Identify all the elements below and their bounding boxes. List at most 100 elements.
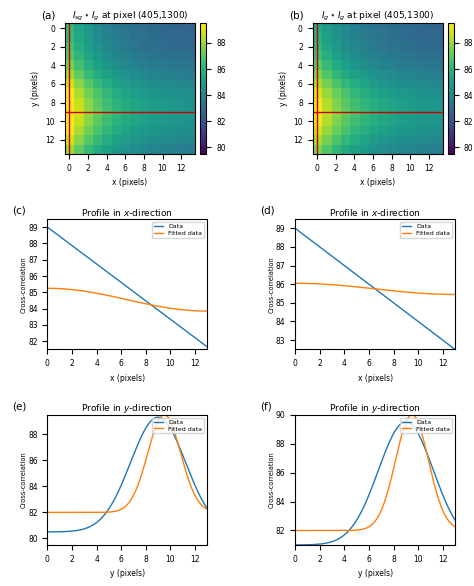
Fitted data	[179, 306, 185, 314]
Fitted data	[438, 502, 444, 509]
Fitted data	[139, 469, 145, 476]
Fitted data	[409, 411, 415, 418]
Fitted data	[45, 285, 51, 292]
X-axis label: x (pixels): x (pixels)	[112, 178, 147, 187]
Legend: Data, Fitted data: Data, Fitted data	[152, 418, 204, 434]
Data	[142, 425, 148, 432]
Data	[45, 224, 50, 231]
Text: (b): (b)	[289, 10, 304, 21]
Data	[179, 325, 185, 332]
Title: Profile in $x$-direction: Profile in $x$-direction	[329, 207, 421, 218]
Fitted data	[190, 488, 196, 495]
Line: Data: Data	[295, 422, 455, 545]
Data	[403, 418, 409, 425]
Y-axis label: Cross-correlation: Cross-correlation	[21, 451, 27, 508]
Fitted data	[293, 280, 299, 287]
X-axis label: y (pixels): y (pixels)	[357, 569, 392, 578]
Data	[390, 431, 396, 438]
Fitted data	[388, 287, 393, 294]
X-axis label: x (pixels): x (pixels)	[360, 178, 395, 187]
Data	[452, 517, 458, 524]
Data	[387, 297, 392, 304]
Line: Data: Data	[47, 227, 207, 347]
Fitted data	[292, 527, 298, 534]
Fitted data	[45, 509, 51, 516]
Data	[387, 438, 392, 445]
Title: Profile in $y$-direction: Profile in $y$-direction	[329, 401, 421, 415]
Y-axis label: Cross-correlation: Cross-correlation	[268, 451, 274, 508]
Data	[390, 299, 396, 306]
Text: (f): (f)	[260, 401, 272, 411]
Fitted data	[293, 527, 299, 534]
Y-axis label: Cross-correlation: Cross-correlation	[21, 256, 27, 312]
Title: Profile in $x$-direction: Profile in $x$-direction	[82, 207, 173, 218]
Data	[142, 297, 148, 304]
Fitted data	[390, 287, 396, 294]
Legend: Data, Fitted data: Data, Fitted data	[400, 418, 452, 434]
Data	[427, 327, 433, 334]
Data	[140, 431, 146, 438]
Fitted data	[428, 465, 433, 472]
Fitted data	[390, 468, 396, 475]
Data	[204, 505, 210, 512]
Legend: Data, Fitted data: Data, Fitted data	[400, 222, 452, 238]
Fitted data	[387, 287, 392, 294]
Data	[45, 529, 50, 536]
Line: Fitted data: Fitted data	[295, 415, 455, 530]
Data	[140, 295, 146, 302]
Y-axis label: y (pixels): y (pixels)	[31, 71, 40, 106]
Title: Profile in $y$-direction: Profile in $y$-direction	[82, 401, 173, 415]
Data	[292, 541, 298, 548]
Line: Data: Data	[295, 229, 455, 349]
Fitted data	[161, 411, 167, 418]
Text: (a): (a)	[41, 10, 55, 21]
Y-axis label: y (pixels): y (pixels)	[279, 71, 288, 106]
Title: $I_g \star I_g$ at pixel (405,1300): $I_g \star I_g$ at pixel (405,1300)	[321, 11, 434, 23]
Fitted data	[45, 285, 50, 292]
Y-axis label: Cross-correlation: Cross-correlation	[268, 256, 274, 312]
Fitted data	[139, 299, 145, 306]
Fitted data	[388, 478, 393, 485]
Fitted data	[180, 456, 185, 464]
Text: (d): (d)	[260, 206, 274, 216]
Legend: Data, Fitted data: Data, Fitted data	[152, 222, 204, 238]
Fitted data	[452, 291, 458, 298]
Text: (c): (c)	[12, 206, 26, 216]
Fitted data	[142, 459, 148, 466]
Fitted data	[292, 280, 298, 287]
Data	[292, 225, 298, 232]
Fitted data	[140, 468, 146, 475]
Data	[139, 432, 145, 439]
Data	[293, 541, 299, 548]
Data	[388, 297, 393, 304]
Title: $I_{sg} \star I_g$ at pixel (405,1300): $I_{sg} \star I_g$ at pixel (405,1300)	[72, 11, 188, 23]
Fitted data	[140, 299, 146, 306]
Data	[388, 437, 393, 444]
Line: Data: Data	[47, 417, 207, 532]
X-axis label: x (pixels): x (pixels)	[357, 374, 392, 383]
Data	[204, 343, 210, 350]
Line: Fitted data: Fitted data	[295, 283, 455, 294]
Data	[293, 225, 299, 232]
Fitted data	[142, 300, 148, 307]
Line: Fitted data: Fitted data	[47, 288, 207, 311]
Fitted data	[204, 506, 210, 513]
Fitted data	[204, 308, 210, 315]
Fitted data	[190, 307, 195, 314]
X-axis label: x (pixels): x (pixels)	[110, 374, 145, 383]
Data	[155, 414, 161, 421]
Data	[190, 477, 196, 484]
Fitted data	[427, 290, 433, 297]
Data	[437, 335, 443, 342]
Fitted data	[437, 291, 443, 298]
Data	[180, 452, 185, 459]
Line: Fitted data: Fitted data	[47, 415, 207, 512]
Data	[45, 224, 51, 231]
Data	[438, 486, 444, 493]
X-axis label: y (pixels): y (pixels)	[110, 569, 145, 578]
Data	[45, 529, 51, 536]
Fitted data	[452, 523, 458, 530]
Data	[139, 295, 145, 302]
Text: (e): (e)	[12, 401, 27, 411]
Data	[190, 332, 195, 339]
